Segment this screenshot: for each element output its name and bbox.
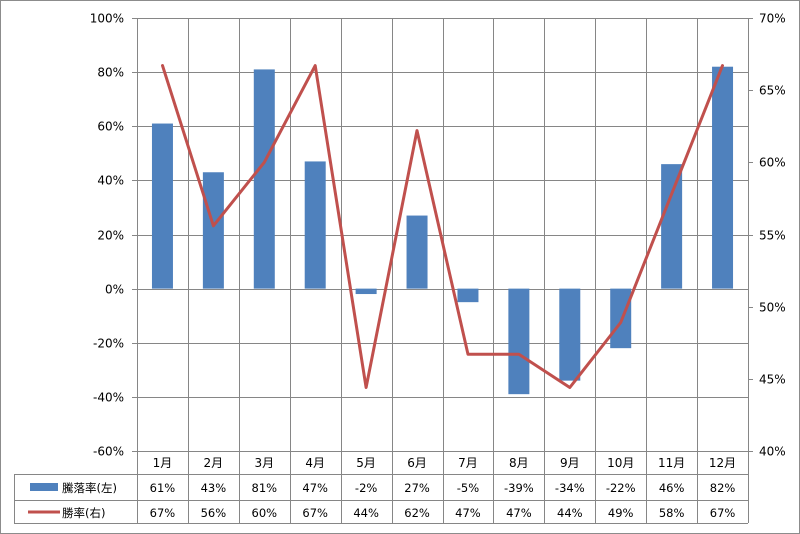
bar (661, 164, 683, 289)
data-label: 47% (506, 506, 532, 520)
legend-label: 騰落率(左) (62, 481, 117, 495)
data-label: 81% (252, 481, 278, 495)
data-label: 47% (302, 481, 328, 495)
data-label: 61% (150, 481, 176, 495)
data-label: 27% (404, 481, 430, 495)
bar (508, 288, 530, 395)
data-label: 44% (353, 506, 379, 520)
y-right-tick-label: 55% (759, 229, 786, 243)
data-label: 43% (201, 481, 227, 495)
x-category-label: 11月 (658, 456, 685, 470)
y-left-tick-label: -20% (93, 337, 124, 351)
y-left-tick-label: -40% (93, 391, 124, 405)
x-category-label: 8月 (509, 456, 529, 470)
x-category-label: 1月 (153, 456, 173, 470)
y-left-tick-label: 40% (97, 174, 124, 188)
data-label: 58% (659, 506, 685, 520)
y-right-tick-label: 45% (759, 373, 786, 387)
bar (457, 288, 479, 303)
data-label: 44% (557, 506, 583, 520)
bar (712, 66, 734, 289)
bar (151, 123, 173, 289)
data-label: 67% (150, 506, 176, 520)
data-label: 49% (608, 506, 634, 520)
data-label: 82% (710, 481, 736, 495)
bar (355, 288, 377, 295)
y-left-tick-label: 100% (90, 12, 124, 26)
legend-swatch-bar (30, 483, 58, 491)
bar (304, 161, 326, 289)
y-right-tick-label: 70% (759, 12, 786, 26)
y-right-tick-label: 50% (759, 301, 786, 315)
data-label: 56% (201, 506, 227, 520)
y-left-tick-label: 20% (97, 229, 124, 243)
line-series (161, 64, 724, 389)
data-label: 60% (252, 506, 278, 520)
x-category-label: 4月 (305, 456, 325, 470)
data-label: 46% (659, 481, 685, 495)
data-label: -39% (504, 481, 534, 495)
bar (406, 215, 428, 289)
bar (559, 288, 581, 381)
y-right-tick-label: 40% (759, 445, 786, 459)
x-category-label: 9月 (560, 456, 580, 470)
legend-label: 勝率(右) (62, 506, 105, 520)
data-label: 67% (302, 506, 328, 520)
data-label: -5% (457, 481, 479, 495)
x-category-label: 12月 (709, 456, 736, 470)
x-category-label: 6月 (407, 456, 427, 470)
data-label: -22% (606, 481, 636, 495)
y-left-tick-label: 80% (97, 66, 124, 80)
x-category-label: 2月 (204, 456, 224, 470)
data-label: 62% (404, 506, 430, 520)
data-label: 67% (710, 506, 736, 520)
data-label: -34% (555, 481, 585, 495)
y-left-tick-label: 0% (105, 283, 124, 297)
x-category-label: 5月 (356, 456, 376, 470)
y-right-tick-label: 60% (759, 156, 786, 170)
y-left-tick-label: 60% (97, 120, 124, 134)
data-label: 47% (455, 506, 481, 520)
bar (253, 69, 275, 289)
bar (202, 172, 224, 289)
y-right-tick-label: 65% (759, 84, 786, 98)
x-category-label: 7月 (458, 456, 478, 470)
data-label: -2% (355, 481, 377, 495)
y-left-tick-label: -60% (93, 445, 124, 459)
bar (610, 288, 632, 349)
x-category-label: 3月 (254, 456, 274, 470)
x-category-label: 10月 (607, 456, 634, 470)
